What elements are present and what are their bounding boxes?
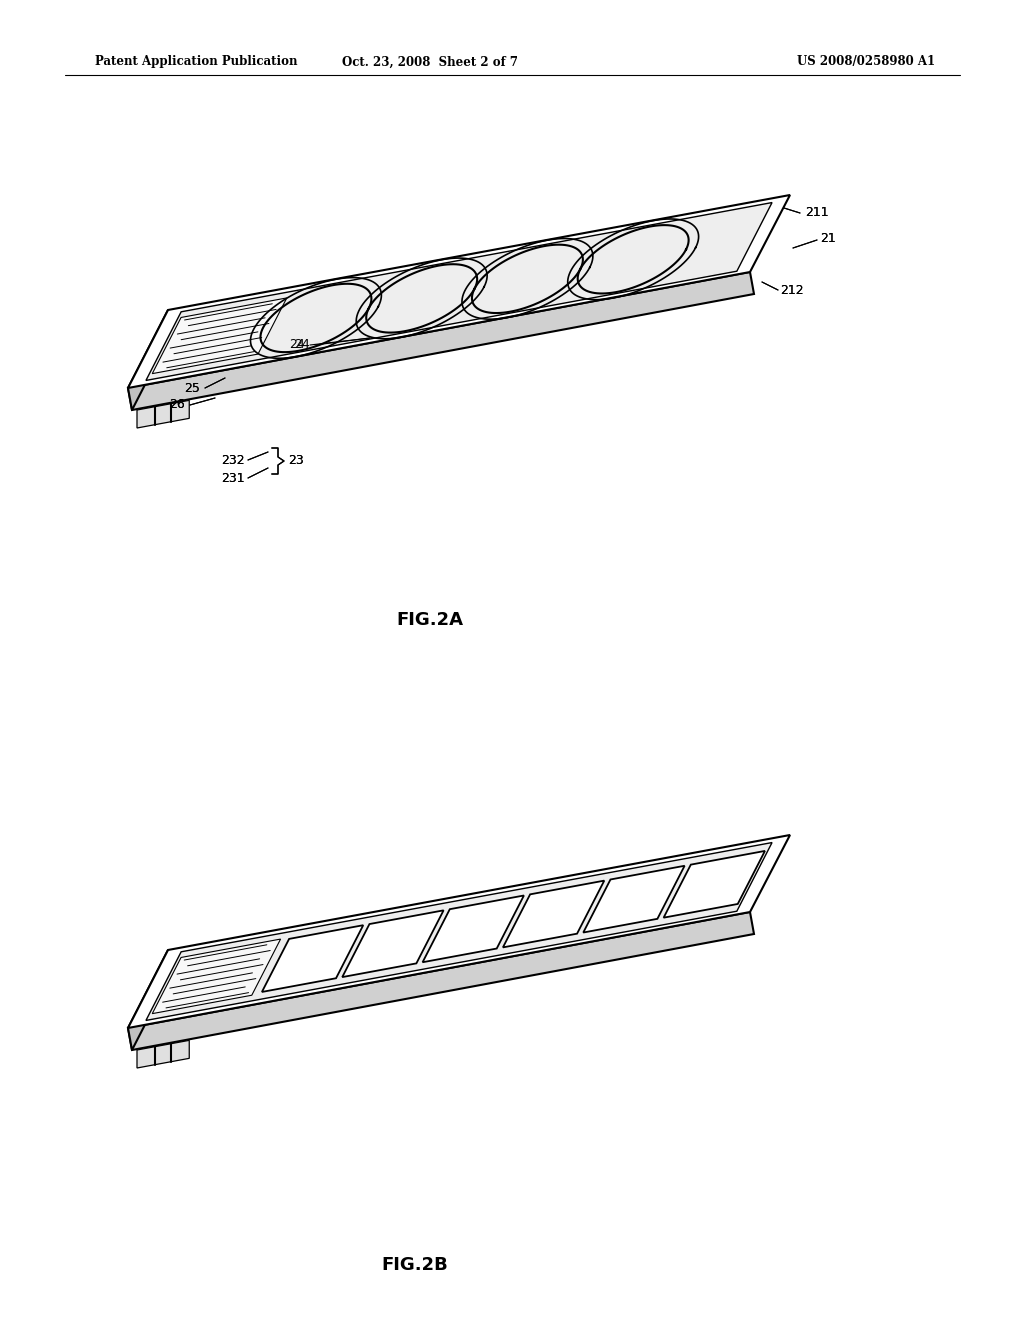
Polygon shape	[128, 836, 790, 1028]
Text: 24: 24	[294, 338, 310, 351]
Text: 232: 232	[221, 454, 245, 466]
Text: 23: 23	[288, 454, 304, 467]
Polygon shape	[342, 911, 443, 977]
Polygon shape	[146, 202, 772, 380]
Polygon shape	[137, 400, 189, 428]
Text: 211: 211	[805, 206, 828, 219]
Text: 231: 231	[221, 471, 245, 484]
Polygon shape	[128, 272, 754, 411]
Text: 211: 211	[805, 206, 828, 219]
Text: 26: 26	[169, 399, 185, 412]
Polygon shape	[128, 195, 790, 388]
Polygon shape	[128, 950, 172, 1049]
Text: 21: 21	[820, 231, 836, 244]
Text: 212: 212	[780, 284, 804, 297]
Text: 23: 23	[288, 454, 304, 467]
Text: 25: 25	[184, 381, 200, 395]
Text: 232: 232	[221, 454, 245, 466]
Text: 24: 24	[289, 338, 305, 351]
Polygon shape	[146, 842, 772, 1020]
Polygon shape	[503, 880, 604, 948]
Polygon shape	[262, 925, 364, 991]
Polygon shape	[423, 895, 524, 962]
Polygon shape	[137, 1040, 189, 1068]
Text: Oct. 23, 2008  Sheet 2 of 7: Oct. 23, 2008 Sheet 2 of 7	[342, 55, 518, 69]
Text: US 2008/0258980 A1: US 2008/0258980 A1	[797, 55, 935, 69]
Polygon shape	[584, 866, 685, 932]
Text: 26: 26	[169, 399, 185, 412]
Polygon shape	[128, 912, 754, 1049]
Text: 231: 231	[221, 471, 245, 484]
Text: FIG.2B: FIG.2B	[382, 1257, 449, 1274]
Text: 21: 21	[820, 231, 836, 244]
Text: 25: 25	[184, 381, 200, 395]
Polygon shape	[153, 939, 281, 1014]
Text: Patent Application Publication: Patent Application Publication	[95, 55, 298, 69]
Polygon shape	[153, 298, 287, 374]
Text: FIG.2A: FIG.2A	[396, 611, 464, 630]
Polygon shape	[128, 310, 172, 411]
Polygon shape	[664, 851, 765, 917]
Text: 212: 212	[780, 284, 804, 297]
